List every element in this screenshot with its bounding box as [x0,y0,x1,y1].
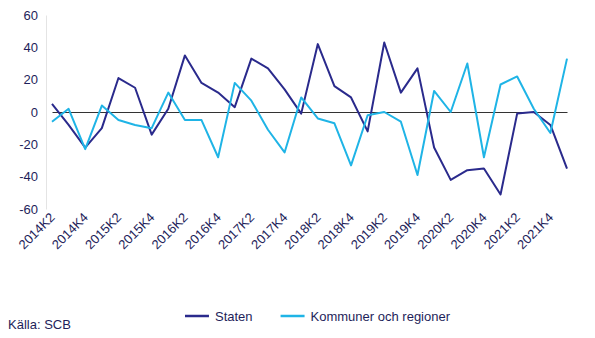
plot-area [52,42,567,194]
x-tick-label: 2019K4 [381,210,423,252]
x-tick: 2015K2 [82,112,124,252]
legend-label: Staten [215,309,253,324]
legend-label: Kommuner och regioner [311,309,451,324]
x-tick-label: 2015K2 [82,210,124,252]
x-tick-label: 2018K4 [315,210,357,252]
y-tick-label: 60 [24,8,38,23]
x-tick: 2018K4 [315,112,357,252]
y-tick: 40 [24,40,46,55]
zero-line [53,112,568,113]
y-tick: -20 [19,137,46,152]
x-tick-label: 2019K2 [348,210,390,252]
x-tick: 2021K2 [481,112,523,252]
x-tick: 2019K4 [381,112,423,252]
x-tick: 2019K2 [348,112,390,252]
legend: Staten Kommuner och regioner [185,309,451,324]
x-tick-label: 2021K4 [514,210,556,252]
x-tick: 2020K2 [414,112,456,252]
x-tick-label: 2016K2 [148,210,190,252]
legend-item: Staten [185,309,253,324]
x-tick-label: 2017K4 [248,210,290,252]
x-tick-label: 2018K2 [281,210,323,252]
y-axis: -60 -40 -20 0 20 40 60 [19,8,46,217]
y-tick-label: 0 [31,105,38,120]
y-axis-line [46,16,47,210]
source: Källa: SCB [8,317,71,332]
series-line [52,59,567,175]
x-tick: 2017K2 [215,112,257,252]
x-tick: 2018K2 [281,112,323,252]
y-tick-label: -20 [19,137,38,152]
y-tick: 0 [31,105,46,120]
x-tick-label: 2014K4 [49,210,91,252]
x-tick-label: 2020K2 [414,210,456,252]
chart: -60 -40 -20 0 20 40 60 2014K22014K42015K22015K4… [0,0,595,338]
legend-swatch [281,315,305,318]
legend-swatch [185,315,209,318]
x-tick-label: 2014K2 [16,210,58,252]
y-tick-label: -60 [19,202,38,217]
x-tick-label: 2021K2 [481,210,523,252]
series-line [52,42,567,194]
y-tick-label: -40 [19,169,38,184]
x-tick-label: 2017K2 [215,210,257,252]
y-tick-label: 20 [24,72,38,87]
x-tick-label: 2020K4 [447,210,489,252]
x-tick: 2014K4 [49,112,91,252]
y-tick: 60 [24,8,46,23]
y-tick: 20 [24,72,46,87]
x-tick-label: 2015K4 [115,210,157,252]
y-tick: -40 [19,169,46,184]
x-tick: 2014K2 [16,112,58,252]
x-tick: 2020K4 [447,112,489,252]
x-tick-label: 2016K4 [182,210,224,252]
x-tick: 2016K2 [148,112,190,252]
y-tick-label: 40 [24,40,38,55]
legend-item: Kommuner och regioner [281,309,451,324]
x-tick: 2016K4 [182,112,224,252]
